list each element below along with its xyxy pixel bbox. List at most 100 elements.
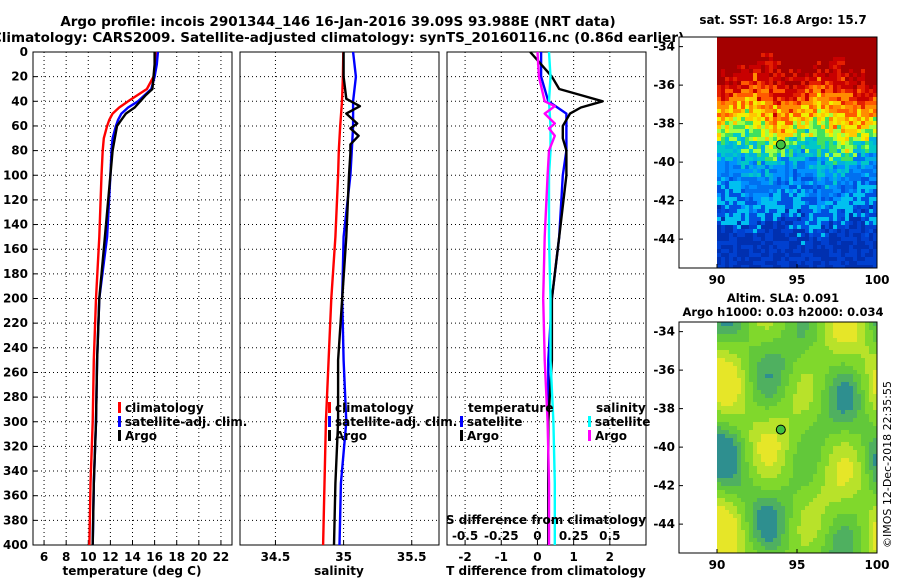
map-cell xyxy=(777,510,781,514)
map-cell xyxy=(741,185,745,189)
map-cell xyxy=(833,109,837,113)
map-cell xyxy=(777,81,781,85)
map-cell xyxy=(769,45,773,49)
map-cell xyxy=(781,370,785,374)
map-cell xyxy=(861,366,865,370)
map-cell xyxy=(785,113,789,117)
map-cell xyxy=(833,338,837,342)
map-cell xyxy=(785,490,789,494)
map-cell xyxy=(801,241,805,245)
map-cell xyxy=(773,249,777,253)
map-cell xyxy=(853,522,857,526)
map-cell xyxy=(817,117,821,121)
map-cell xyxy=(717,422,721,426)
map-cell xyxy=(757,205,761,209)
map-cell xyxy=(749,534,753,538)
map-cell xyxy=(845,406,849,410)
map-cell xyxy=(757,370,761,374)
map-cell xyxy=(825,338,829,342)
map-cell xyxy=(845,490,849,494)
map-cell xyxy=(717,518,721,522)
map-cell xyxy=(861,526,865,530)
map-cell xyxy=(869,125,873,129)
map-cell xyxy=(809,161,813,165)
map-cell xyxy=(717,245,721,249)
map-cell xyxy=(861,514,865,518)
map-cell xyxy=(765,462,769,466)
map-cell xyxy=(817,49,821,53)
map-cell xyxy=(753,382,757,386)
map-cell xyxy=(729,241,733,245)
map-cell xyxy=(789,382,793,386)
map-cell xyxy=(725,101,729,105)
map-cell xyxy=(821,237,825,241)
map-cell xyxy=(769,362,773,366)
map-cell xyxy=(829,197,833,201)
map-cell xyxy=(845,466,849,470)
map-cell xyxy=(785,450,789,454)
map-cell xyxy=(837,410,841,414)
map-cell xyxy=(773,342,777,346)
map-cell xyxy=(757,342,761,346)
map-cell xyxy=(825,81,829,85)
map-cell xyxy=(777,61,781,65)
map-cell xyxy=(829,117,833,121)
map-cell xyxy=(837,153,841,157)
map-cell xyxy=(833,245,837,249)
map-cell xyxy=(797,446,801,450)
map-cell xyxy=(821,145,825,149)
map-cell xyxy=(805,458,809,462)
map-cell xyxy=(749,181,753,185)
map-cell xyxy=(789,538,793,542)
map-cell xyxy=(733,534,737,538)
map-cell xyxy=(817,530,821,534)
map-cell xyxy=(857,105,861,109)
map-cell xyxy=(741,466,745,470)
map-cell xyxy=(737,57,741,61)
series-line-climatology xyxy=(321,51,345,546)
map-cell xyxy=(717,538,721,542)
map-cell xyxy=(741,37,745,41)
map-y-tick-label: -40 xyxy=(653,440,675,454)
map-cell xyxy=(873,77,877,81)
map-cell xyxy=(825,97,829,101)
map-cell xyxy=(841,522,845,526)
map-cell xyxy=(861,197,865,201)
map-cell xyxy=(721,550,725,553)
map-cell xyxy=(789,454,793,458)
map-cell xyxy=(865,61,869,65)
map-cell xyxy=(809,370,813,374)
map-cell xyxy=(833,518,837,522)
map-cell xyxy=(789,189,793,193)
map-cell xyxy=(861,466,865,470)
diff-legend-label-t-satellite: satellite xyxy=(467,415,522,429)
map-cell xyxy=(809,157,813,161)
map-cell xyxy=(761,342,765,346)
map-cell xyxy=(789,490,793,494)
map-cell xyxy=(717,522,721,526)
map-cell xyxy=(733,402,737,406)
map-cell xyxy=(829,442,833,446)
map-cell xyxy=(837,169,841,173)
map-cell xyxy=(721,458,725,462)
map-cell xyxy=(789,145,793,149)
map-cell xyxy=(841,93,845,97)
map-cell xyxy=(777,550,781,553)
diff-legend-swatch-s-satellite xyxy=(588,416,591,427)
map-cell xyxy=(865,522,869,526)
map-cell xyxy=(869,41,873,45)
map-cell xyxy=(849,41,853,45)
map-cell xyxy=(805,346,809,350)
map-cell xyxy=(837,462,841,466)
map-cell xyxy=(753,358,757,362)
map-cell xyxy=(801,45,805,49)
map-cell xyxy=(753,446,757,450)
map-cell xyxy=(769,382,773,386)
map-cell xyxy=(817,382,821,386)
map-cell xyxy=(733,498,737,502)
map-cell xyxy=(837,446,841,450)
map-cell xyxy=(725,77,729,81)
map-cell xyxy=(809,322,813,326)
map-cell xyxy=(841,257,845,261)
map-cell xyxy=(809,342,813,346)
